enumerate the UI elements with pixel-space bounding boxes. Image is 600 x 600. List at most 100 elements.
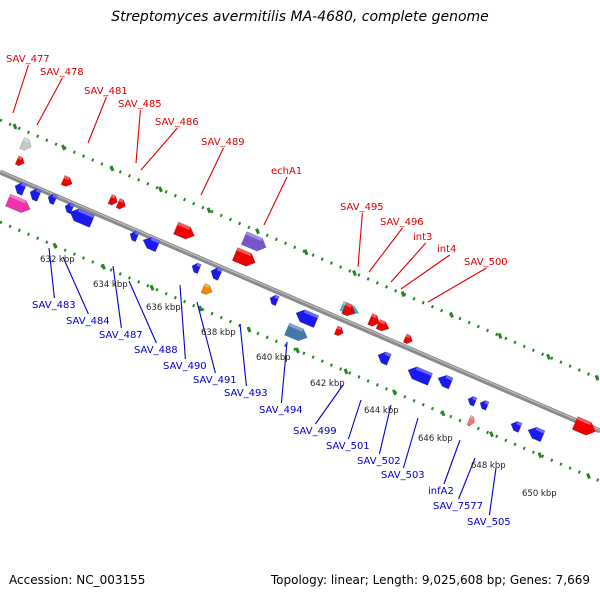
guide-tick [586,473,591,480]
reverse-leader-line [280,341,288,404]
forward-gene-label: int4 [437,244,456,255]
reverse-leader-line [402,417,419,469]
reverse-leader-line [48,247,55,299]
guide-tick [449,311,454,319]
reverse-gene-label: SAV_499 [293,426,337,437]
guide-tick [546,353,551,360]
reverse-gene-label: SAV_7577 [433,501,483,512]
reverse-gene-feature [510,421,523,433]
lower-guide-line [0,220,600,483]
reverse-gene-feature [129,230,140,243]
guide-tick [255,228,260,235]
reverse-gene-label: SAV_494 [259,405,303,416]
reverse-gene-feature [14,182,27,196]
forward-gene-feature [375,319,390,332]
reverse-gene-feature [191,262,202,275]
forward-leader-line [357,212,363,268]
genome-summary-text: Topology: linear; Length: 9,025,608 bp; … [270,573,590,587]
reverse-leader-line [314,384,344,425]
forward-gene-label: SAV_478 [40,67,84,78]
forward-gene-label: SAV_481 [84,86,128,97]
kbp-tick-label: 646 kbp [418,434,453,444]
forward-gene-feature [60,175,73,187]
forward-gene-feature [367,313,380,327]
forward-leader-line [263,176,288,226]
reverse-gene-feature [284,322,308,342]
forward-gene-feature [333,325,344,337]
forward-gene-feature [107,194,118,206]
guide-tick [295,347,300,354]
guide-tick [12,123,18,130]
forward-leader-line [427,267,487,303]
guide-tick [537,452,543,459]
reverse-gene-feature [64,202,75,215]
forward-gene-label: SAV_496 [380,217,424,228]
forward-gene-label: SAV_485 [118,99,162,110]
accession-text: Accession: NC_003155 [9,573,146,587]
forward-gene-label: SAV_477 [6,54,50,65]
reverse-leader-line [458,457,476,500]
forward-gene-label: SAV_500 [464,257,508,268]
guide-tick [303,249,309,256]
forward-gene-feature [571,416,596,436]
kbp-tick-label: 644 kbp [364,406,399,416]
reverse-leader-line [62,256,89,315]
forward-gene-label: SAV_489 [201,137,245,148]
forward-gene-feature [19,137,32,151]
reverse-gene-label: SAV_484 [66,316,110,327]
guide-tick [246,326,252,333]
reverse-gene-feature [437,374,454,390]
reverse-leader-line [488,467,497,516]
kbp-tick-label: 636 kbp [146,303,181,313]
guide-tick [392,389,397,396]
reverse-gene-feature [210,267,223,281]
kbp-tick-label: 650 kbp [522,489,557,499]
forward-gene-feature [402,333,413,345]
genome-backbone [0,169,600,434]
forward-gene-label: SAV_495 [340,202,384,213]
forward-gene-feature [115,198,126,210]
guide-tick [440,410,446,417]
reverse-gene-feature [69,208,96,228]
forward-leader-line [200,147,224,196]
guide-tick [400,290,406,298]
guide-tick [109,165,115,172]
reverse-gene-label: SAV_488 [134,345,178,356]
reverse-gene-label: infA2 [428,486,454,497]
guide-tick [52,242,58,249]
reverse-gene-feature [527,426,546,443]
reverse-gene-feature [5,193,31,213]
forward-leader-line [12,64,29,114]
reverse-leader-line [196,301,216,374]
reverse-leader-line [112,265,122,329]
forward-gene-feature [240,231,267,252]
guide-tick [149,284,155,291]
forward-leader-line [368,227,403,273]
kbp-tick-label: 640 kbp [256,353,291,363]
reverse-gene-label: SAV_501 [326,441,370,452]
forward-leader-line [390,242,427,283]
kbp-tick-label: 634 kbp [93,280,128,290]
forward-leader-line [36,77,63,126]
reverse-gene-feature [200,283,213,295]
reverse-gene-label: SAV_487 [99,330,143,341]
guide-tick [343,368,349,375]
forward-gene-feature [173,221,195,240]
reverse-gene-feature [295,309,320,328]
reverse-gene-label: SAV_493 [224,388,268,399]
forward-leader-line [400,254,451,290]
forward-leader-line [87,96,107,144]
forward-gene-label: echA1 [271,166,302,177]
reverse-gene-feature [407,366,434,386]
reverse-leader-line [347,399,362,440]
reverse-gene-feature [377,351,392,366]
guide-tick [489,431,494,438]
forward-gene-feature [341,302,356,317]
reverse-leader-line [179,284,186,360]
forward-gene-label: int3 [413,232,432,243]
guide-tick [352,270,357,277]
forward-gene-feature [14,155,25,167]
reverse-gene-label: SAV_502 [357,456,401,467]
guide-tick [206,207,212,214]
